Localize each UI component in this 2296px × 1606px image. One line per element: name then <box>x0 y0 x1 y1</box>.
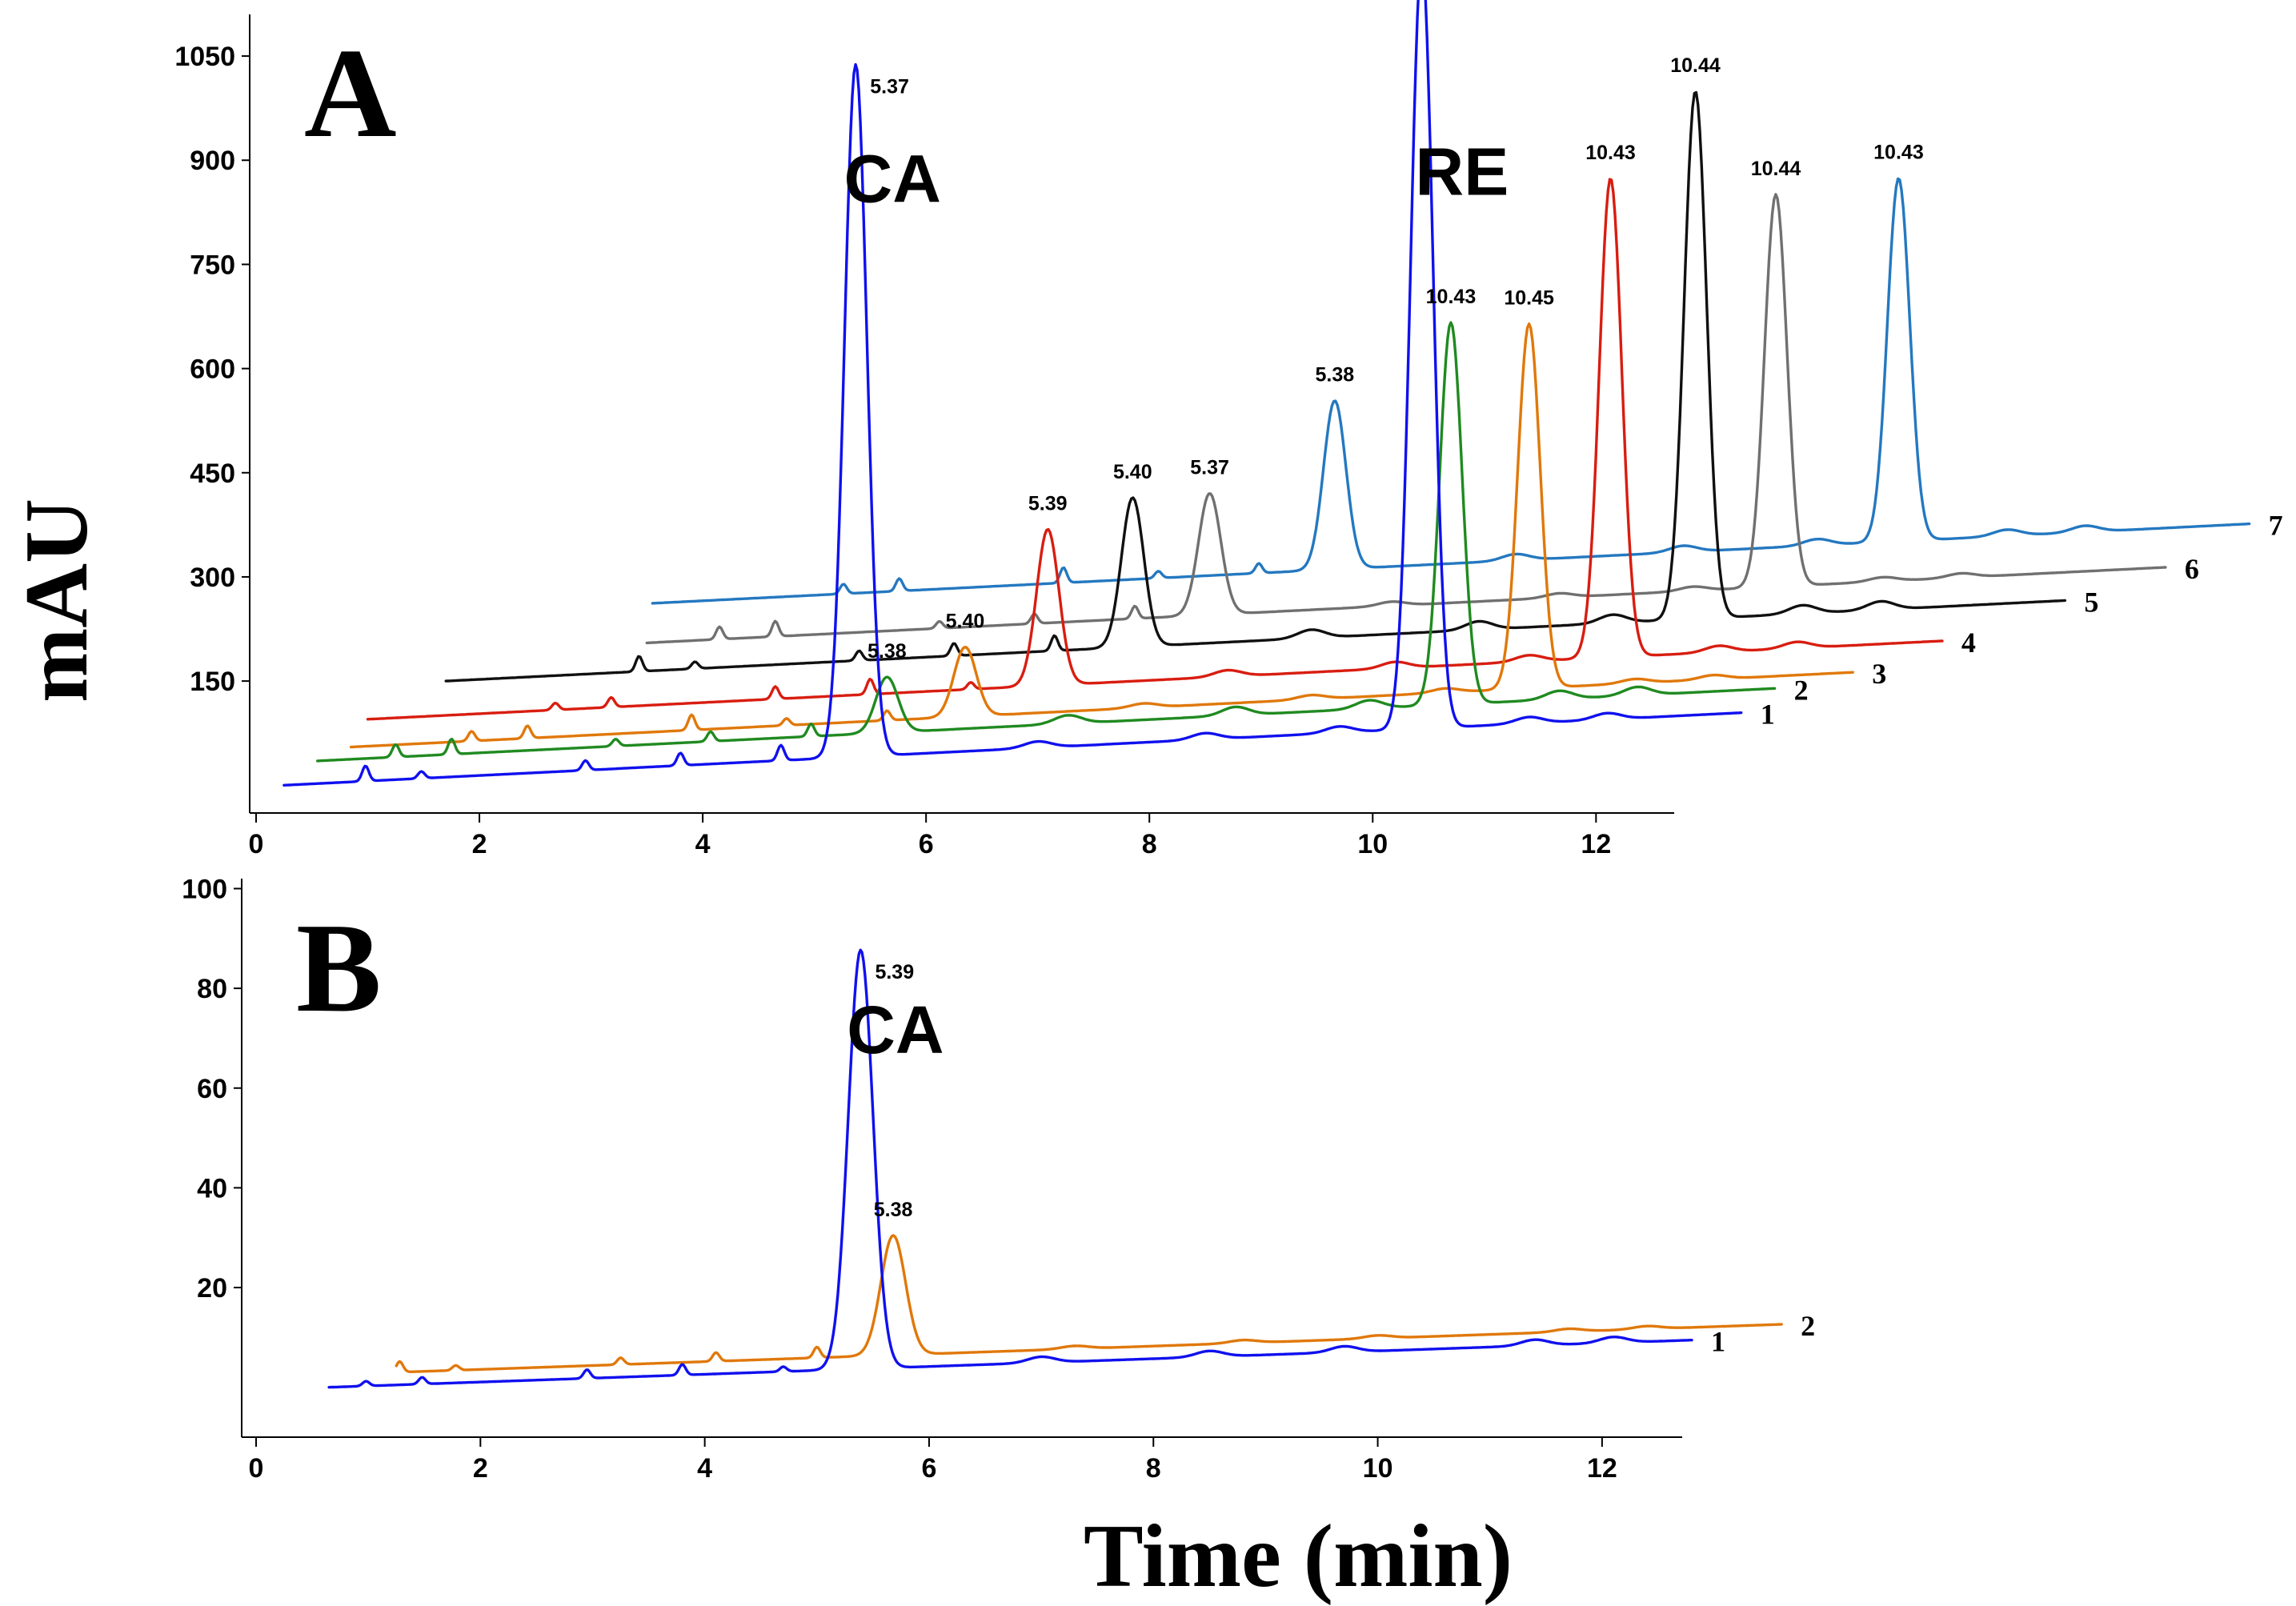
panel-b-annotations: 2 5.38 1 5.39 CA <box>847 961 1815 1358</box>
panel-a-y-ticks: 150 300 450 600 750 900 1050 <box>174 42 250 697</box>
x-tick-label: 2 <box>472 829 487 859</box>
trace-2-label: 2 <box>1794 674 1809 706</box>
peak-label-4-2: 10.43 <box>1585 142 1636 164</box>
peak-label-6-2: 10.44 <box>1751 158 1801 180</box>
compound-label-re: RE <box>1416 134 1509 210</box>
panel-b: 20 40 60 80 100 0 2 4 6 8 10 12 2 5.38 1 5.39 CA B <box>182 874 1815 1484</box>
panel-a-traces <box>282 0 2251 787</box>
peak-label-2-1: 5.38 <box>868 640 907 663</box>
trace-7-label: 7 <box>2269 510 2283 542</box>
x-tick-label: 2 <box>473 1453 488 1484</box>
peak-label-2-2: 10.43 <box>1426 286 1477 308</box>
trace-4-line <box>366 178 1944 721</box>
trace-5-label: 5 <box>2084 586 2098 618</box>
peak-label-3-2: 10.45 <box>1504 287 1554 310</box>
y-tick-label: 100 <box>182 874 227 904</box>
x-axis-title: Time (min) <box>1084 1507 1513 1606</box>
peak-label-3-1: 5.40 <box>946 611 985 633</box>
compound-label-ca: CA <box>844 141 941 216</box>
peak-label-7-1: 5.38 <box>1316 364 1355 386</box>
x-tick-label: 8 <box>1146 1453 1161 1484</box>
trace-2-label: 2 <box>1801 1310 1815 1342</box>
x-tick-label: 6 <box>919 829 934 859</box>
trace-7-line <box>651 177 2251 605</box>
x-tick-label: 0 <box>249 829 264 859</box>
panel-b-y-ticks: 20 40 60 80 100 <box>182 874 242 1304</box>
trace-1-label: 1 <box>1761 699 1775 731</box>
panel-b-x-ticks: 0 2 4 6 8 10 12 <box>249 1437 1617 1484</box>
panel-a-annotations: 7 5.38 10.43 6 5.37 10.44 5 5.40 10.44 4 5.39 10.43… <box>844 54 2283 731</box>
peak-label-4-1: 5.39 <box>1028 492 1068 515</box>
y-tick-label: 750 <box>190 250 235 280</box>
x-tick-label: 4 <box>697 1453 712 1484</box>
y-tick-label: 600 <box>190 354 235 385</box>
trace-5-line <box>444 90 2066 683</box>
trace-3-line <box>349 322 1854 749</box>
peak-label-1-1: 5.39 <box>875 961 914 983</box>
peak-label-1-1: 5.37 <box>870 76 909 98</box>
trace-1-line <box>327 948 1693 1389</box>
y-tick-label: 80 <box>197 974 227 1004</box>
trace-6-label: 6 <box>2185 553 2199 585</box>
y-tick-label: 900 <box>190 146 235 176</box>
y-tick-label: 300 <box>190 563 235 593</box>
x-tick-label: 12 <box>1587 1453 1617 1484</box>
peak-label-7-2: 10.43 <box>1873 142 1924 164</box>
trace-4-label: 4 <box>1961 627 1976 659</box>
trace-2-line <box>316 321 1777 763</box>
y-tick-label: 1050 <box>174 42 235 72</box>
x-tick-label: 8 <box>1142 829 1157 859</box>
y-tick-label: 450 <box>190 459 235 489</box>
x-tick-label: 12 <box>1581 829 1611 859</box>
trace-3-label: 3 <box>1872 658 1886 690</box>
trace-1-label: 1 <box>1711 1326 1725 1358</box>
peak-label-5-1: 5.40 <box>1113 461 1152 483</box>
x-tick-label: 6 <box>921 1453 936 1484</box>
trace-6-line <box>645 193 2167 645</box>
y-tick-label: 150 <box>190 667 235 697</box>
y-tick-label: 20 <box>197 1273 227 1304</box>
compound-label-ca: CA <box>847 992 944 1067</box>
peak-label-5-2: 10.44 <box>1670 54 1721 77</box>
y-tick-label: 40 <box>197 1173 227 1203</box>
x-tick-label: 10 <box>1357 829 1388 859</box>
x-tick-label: 0 <box>249 1453 264 1484</box>
panel-b-traces <box>327 948 1783 1389</box>
peak-label-2-1: 5.38 <box>874 1199 913 1221</box>
x-tick-label: 4 <box>695 829 711 859</box>
trace-1-line <box>282 0 1743 787</box>
x-tick-label: 10 <box>1363 1453 1393 1484</box>
panel-b-letter: B <box>296 896 382 1039</box>
y-tick-label: 60 <box>197 1074 227 1104</box>
peak-label-6-1: 5.37 <box>1190 457 1229 479</box>
panel-a-x-ticks: 0 2 4 6 8 10 12 <box>249 813 1611 859</box>
y-axis-title: mAU <box>7 499 106 703</box>
panel-a-letter: A <box>304 22 397 164</box>
trace-2-line <box>395 1234 1783 1373</box>
